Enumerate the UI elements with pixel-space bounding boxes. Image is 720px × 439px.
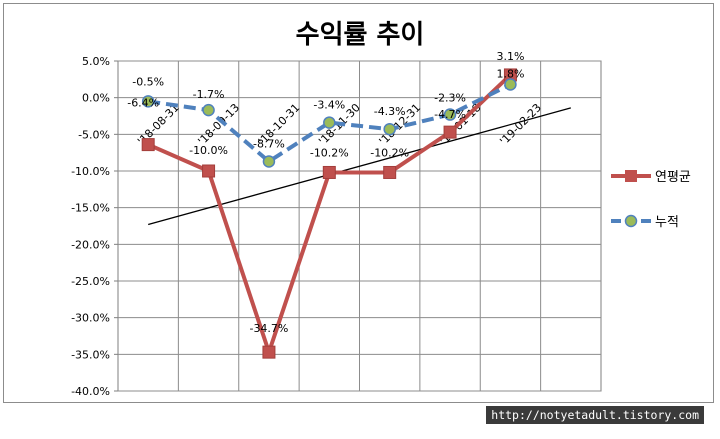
annual-data-label: -6.4% bbox=[127, 97, 159, 110]
annual-data-label: -34.7% bbox=[249, 322, 288, 335]
y-tick-label: 0.0% bbox=[82, 92, 110, 105]
watermark-url: http://notyetadult.tistory.com bbox=[486, 406, 704, 424]
annual-data-label: -10.2% bbox=[310, 146, 349, 159]
annual-data-label: -10.0% bbox=[189, 144, 228, 157]
cumulative-data-label: -0.5% bbox=[132, 75, 164, 88]
y-tick-label: -15.0% bbox=[71, 202, 110, 215]
cumulative-data-label: -1.7% bbox=[193, 88, 225, 101]
cumulative-data-label: -2.3% bbox=[434, 92, 466, 105]
annual-data-label: 3.1% bbox=[496, 50, 524, 63]
annual-point bbox=[141, 138, 155, 152]
legend-label-cumulative: 누적 bbox=[655, 215, 679, 230]
cumulative-point bbox=[443, 108, 457, 121]
annual-point bbox=[443, 125, 457, 139]
y-tick-label: -10.0% bbox=[71, 165, 110, 178]
cumulative-point bbox=[383, 122, 396, 136]
annual-point bbox=[383, 165, 397, 179]
legend-label-annual: 연평균 bbox=[655, 170, 691, 185]
legend-marker-cumulative bbox=[624, 214, 638, 228]
y-tick-label: -20.0% bbox=[71, 238, 110, 251]
y-tick-label: -40.0% bbox=[71, 385, 110, 398]
cumulative-point bbox=[504, 78, 517, 91]
y-tick-label: -35.0% bbox=[71, 348, 110, 361]
cumulative-point bbox=[141, 95, 155, 108]
cumulative-data-label: -8.7% bbox=[253, 137, 285, 150]
y-tick-label: -25.0% bbox=[71, 275, 110, 288]
y-tick-label: -30.0% bbox=[71, 312, 110, 325]
cumulative-data-label: 1.8% bbox=[496, 67, 524, 80]
annual-point bbox=[202, 164, 216, 178]
y-tick-label: -5.0% bbox=[78, 128, 110, 141]
cumulative-point bbox=[323, 116, 336, 129]
cumulative-data-label: -3.4% bbox=[313, 99, 345, 112]
cumulative-data-label: -4.3% bbox=[374, 105, 406, 118]
annual-point bbox=[262, 345, 276, 359]
cumulative-point bbox=[202, 103, 215, 117]
y-tick-label: 5.0% bbox=[82, 55, 110, 68]
cumulative-point bbox=[262, 155, 276, 168]
annual-data-label: -10.2% bbox=[370, 146, 409, 159]
chart-title: 수익률 추이 bbox=[295, 20, 425, 50]
annual-data-label: -4.7% bbox=[434, 108, 466, 121]
annual-point bbox=[322, 165, 336, 179]
legend-marker-annual bbox=[625, 170, 637, 182]
